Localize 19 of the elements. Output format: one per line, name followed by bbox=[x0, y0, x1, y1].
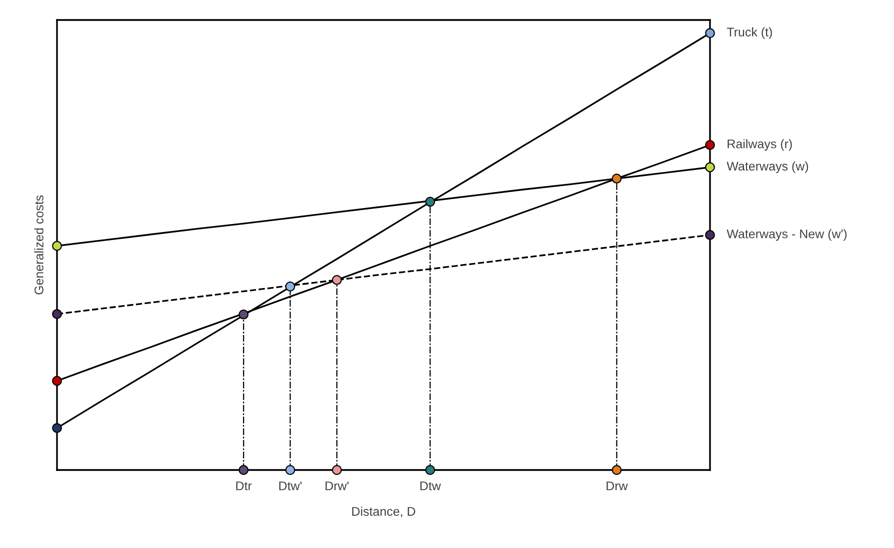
series-label: Waterways - New (w') bbox=[726, 229, 847, 241]
point bbox=[52, 423, 62, 434]
x-tick-label: Dtr bbox=[236, 482, 252, 490]
x-tick-label: Dtw bbox=[420, 482, 441, 490]
point bbox=[705, 230, 715, 240]
x-tick-label: Dtw' bbox=[279, 482, 302, 490]
point bbox=[52, 309, 62, 319]
point bbox=[52, 240, 62, 251]
point bbox=[705, 162, 715, 172]
point bbox=[705, 140, 715, 150]
x-axis-title: Distance, D bbox=[352, 506, 416, 518]
x-tick-label: Drw' bbox=[326, 482, 349, 490]
y-axis-title: Generalized costs bbox=[34, 195, 44, 294]
x-tick-label: Drw bbox=[606, 482, 628, 490]
series-label: Waterways (w) bbox=[726, 161, 808, 174]
series-label: Railways (r) bbox=[728, 139, 792, 151]
series-label: Truck (t) bbox=[726, 27, 772, 39]
point bbox=[705, 28, 715, 38]
point bbox=[52, 376, 62, 386]
